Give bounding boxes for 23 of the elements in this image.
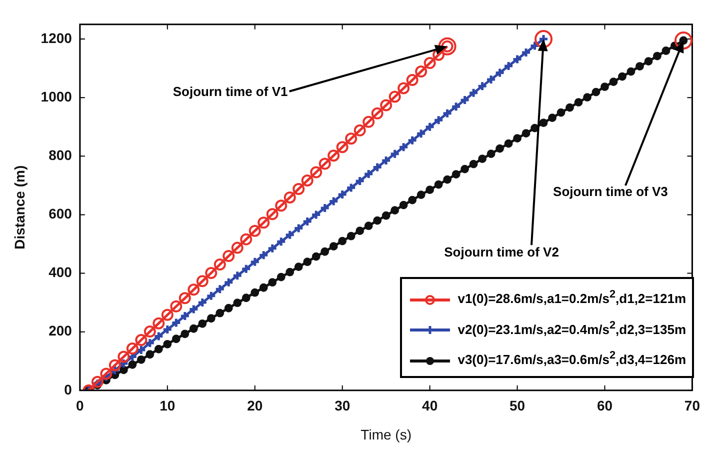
y-tick-label: 1200	[40, 30, 72, 46]
y-tick-label: 400	[48, 264, 72, 280]
x-tick-label: 70	[684, 398, 700, 414]
x-tick-label: 30	[334, 398, 350, 414]
annotation: Sojourn time of V2	[444, 244, 559, 260]
x-tick-label: 10	[160, 398, 176, 414]
y-tick-label: 1000	[40, 88, 72, 104]
x-tick-label: 60	[596, 398, 613, 414]
x-tick-label: 50	[509, 398, 526, 414]
legend-label: v2(0)=23.1m/s,a2=0.4m/s$^{2}$,d2,3=135m	[458, 319, 686, 337]
legend-label: v1(0)=28.6m/s,a1=0.2m/s$^{2}$,d1,2=121m	[458, 289, 686, 306]
x-tick-label: 20	[247, 398, 263, 414]
x-tick-label: 0	[76, 398, 84, 414]
x-axis-title: Time (s)	[360, 426, 412, 442]
y-tick-label: 0	[64, 381, 72, 398]
y-tick-label: 200	[48, 322, 72, 339]
y-tick-label: 800	[48, 147, 72, 164]
annotation: Sojourn time of V3	[553, 184, 668, 199]
legend-label: v3(0)=17.6m/s,a3=0.6m/s$^{2}$,d3,4=126m	[458, 350, 686, 367]
annotation: Sojourn time of V1	[172, 84, 288, 99]
x-tick-label: 40	[422, 398, 438, 414]
y-axis-title: Distance (m)	[11, 165, 28, 250]
y-tick-label: 600	[48, 206, 72, 222]
